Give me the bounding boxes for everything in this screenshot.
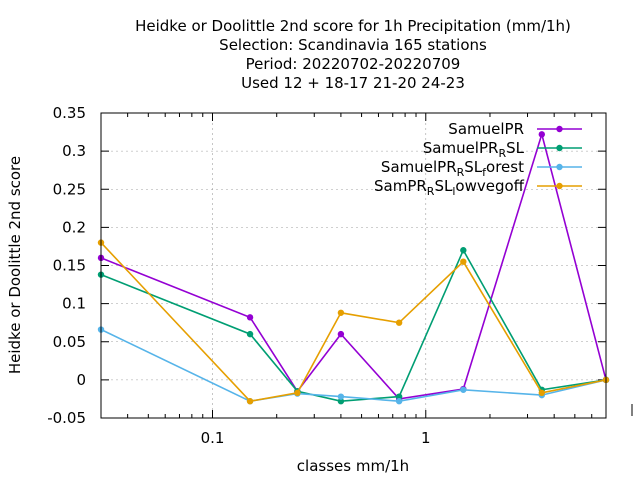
- title-line-4: Used 12 + 18-17 21-20 24-23: [241, 74, 465, 92]
- plot-frame: [100, 112, 607, 419]
- data-point: [395, 319, 403, 326]
- legend-label-4: SamPRRSLlowvegoff: [374, 177, 525, 198]
- title-line-1: Heidke or Doolittle 2nd score for 1h Pre…: [135, 17, 571, 35]
- title-line-3: Period: 20220702-20220709: [246, 55, 461, 73]
- data-point: [538, 389, 546, 397]
- legend-swatch-point: [556, 125, 563, 133]
- title-line-2: Selection: Scandinavia 165 stations: [219, 36, 487, 54]
- y-tick-label: 0.15: [53, 257, 86, 275]
- data-point: [337, 393, 345, 400]
- legend-swatch-point: [556, 144, 563, 152]
- legend-label-3: SamuelPRRSLforest: [381, 158, 524, 179]
- data-point: [294, 389, 301, 397]
- y-axis-label: Heidke or Doolittle 2nd score: [6, 156, 24, 374]
- x-tick-label: 1: [421, 429, 431, 447]
- data-point: [246, 330, 254, 338]
- y-tick-label: 0: [76, 371, 86, 389]
- data-point: [460, 247, 467, 254]
- y-tick-label: 0.3: [62, 142, 86, 160]
- y-tick-label: 0.1: [62, 295, 86, 313]
- grid: [101, 113, 606, 418]
- data-point: [337, 330, 345, 338]
- x-axis-label: classes mm/1h: [297, 457, 409, 475]
- y-tick-label: 0.05: [53, 333, 86, 351]
- data-point: [337, 398, 345, 405]
- data-point: [395, 393, 403, 400]
- series-line-4: [100, 242, 607, 403]
- data-point: [460, 258, 467, 265]
- axis-ticks: -0.05 0 0.05 0.1 0.15 0.2 0.25 0.3 0.35 0.1 1: [47, 104, 633, 447]
- x-tick-label: 0.1: [201, 429, 225, 447]
- y-tick-label: 0.35: [53, 104, 86, 122]
- legend-label-1: SamuelPR: [448, 120, 524, 138]
- chart-title: Heidke or Doolittle 2nd score for 1h Pre…: [135, 17, 571, 92]
- data-point: [460, 386, 467, 393]
- data-point: [337, 309, 345, 316]
- legend: SamuelPRSamuelPRRSLSamuelPRRSLforestSamP…: [374, 120, 582, 198]
- legend-label-2: SamuelPRRSL: [423, 139, 525, 160]
- legend-swatch-point: [556, 182, 563, 190]
- y-tick-label: 0.2: [62, 218, 86, 236]
- legend-swatch-point: [556, 163, 563, 171]
- data-point: [395, 398, 403, 405]
- series-line-1: [100, 131, 607, 400]
- data-point: [246, 314, 254, 321]
- y-tick-label: -0.05: [47, 409, 86, 427]
- y-tick-label: 0.25: [53, 180, 86, 198]
- data-point: [538, 131, 546, 138]
- data-point: [246, 398, 254, 405]
